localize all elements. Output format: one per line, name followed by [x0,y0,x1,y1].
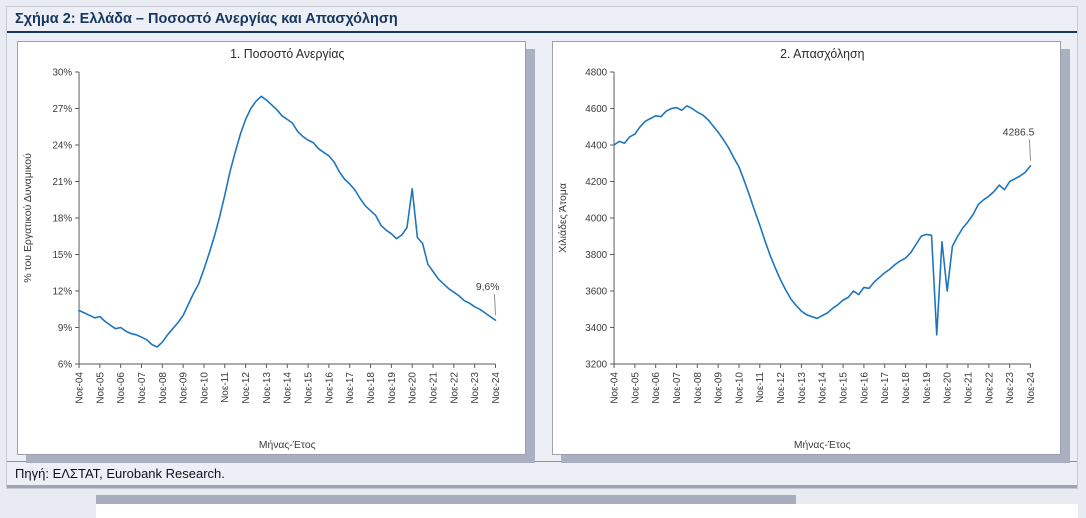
figure-title: Σχήμα 2: Ελλάδα – Ποσοστό Ανεργίας και Α… [7,7,1077,33]
svg-text:Νοε-08: Νοε-08 [158,372,169,404]
svg-text:3200: 3200 [585,359,607,370]
svg-text:Νοε-16: Νοε-16 [859,372,870,404]
svg-text:Νοε-15: Νοε-15 [304,372,315,404]
svg-text:30%: 30% [52,67,72,78]
svg-text:21%: 21% [52,177,72,188]
svg-text:Νοε-07: Νοε-07 [137,372,148,404]
svg-text:Νοε-13: Νοε-13 [797,372,808,404]
svg-text:Νοε-05: Νοε-05 [95,372,106,404]
svg-text:Νοε-12: Νοε-12 [241,372,252,404]
svg-text:Νοε-18: Νοε-18 [366,372,377,404]
unemployment-chart-card: 1. Ποσοστό Ανεργίας 6% 9% 12% 15% 18% 21% 24% 27… [17,41,526,455]
svg-text:18%: 18% [52,213,72,224]
svg-text:15%: 15% [52,250,72,261]
svg-text:Νοε-08: Νοε-08 [693,372,704,404]
svg-text:Νοε-07: Νοε-07 [672,372,683,404]
svg-text:4600: 4600 [585,104,607,115]
svg-text:4400: 4400 [585,140,607,151]
next-section-edge [96,495,1078,518]
svg-text:Νοε-16: Νοε-16 [324,372,335,404]
svg-text:Νοε-06: Νοε-06 [116,372,127,404]
svg-text:Νοε-18: Νοε-18 [901,372,912,404]
svg-text:Νοε-15: Νοε-15 [839,372,850,404]
unemployment-rate-chart: 1. Ποσοστό Ανεργίας 6% 9% 12% 15% 18% 21% 24% 27… [22,47,502,451]
svg-text:Νοε-10: Νοε-10 [734,372,745,404]
svg-text:Νοε-20: Νοε-20 [943,372,954,404]
svg-text:Νοε-22: Νοε-22 [984,372,995,404]
next-card-top [96,504,1078,518]
svg-text:4200: 4200 [585,177,607,188]
svg-text:2. Απασχόληση: 2. Απασχόληση [780,47,864,61]
employment-chart: 2. Απασχόληση 3200 3400 3600 3800 4000 4200 440… [557,47,1037,451]
svg-text:Νοε-10: Νοε-10 [199,372,210,404]
svg-text:4000: 4000 [585,213,607,224]
svg-text:Νοε-09: Νοε-09 [714,372,725,404]
svg-text:Νοε-04: Νοε-04 [75,372,86,404]
svg-text:Νοε-23: Νοε-23 [1005,372,1016,404]
svg-text:Νοε-13: Νοε-13 [262,372,273,404]
shadow-strip [96,495,796,504]
svg-text:12%: 12% [52,286,72,297]
svg-text:Νοε-17: Νοε-17 [880,372,891,404]
svg-text:Μήνας-Έτος: Μήνας-Έτος [259,439,316,451]
svg-text:3600: 3600 [585,286,607,297]
svg-text:Νοε-17: Νοε-17 [345,372,356,404]
svg-text:4800: 4800 [585,67,607,78]
svg-text:Νοε-11: Νοε-11 [220,372,231,403]
svg-text:Νοε-20: Νοε-20 [408,372,419,404]
svg-text:Νοε-21: Νοε-21 [429,372,440,404]
svg-text:Μήνας-Έτος: Μήνας-Έτος [794,439,851,451]
svg-text:1. Ποσοστό Ανεργίας: 1. Ποσοστό Ανεργίας [230,47,344,61]
svg-text:27%: 27% [52,104,72,115]
svg-text:Νοε-19: Νοε-19 [387,372,398,404]
svg-text:Νοε-09: Νοε-09 [179,372,190,404]
svg-text:Νοε-05: Νοε-05 [630,372,641,404]
source-note: Πηγή: ΕΛΣΤΑΤ, Eurobank Research. [7,461,1077,488]
svg-text:Νοε-24: Νοε-24 [491,372,502,404]
svg-text:24%: 24% [52,140,72,151]
svg-text:9%: 9% [58,323,72,334]
svg-text:Νοε-24: Νοε-24 [1026,372,1037,404]
svg-text:Νοε-04: Νοε-04 [610,372,621,404]
svg-text:9,6%: 9,6% [476,282,500,293]
svg-text:Νοε-19: Νοε-19 [922,372,933,404]
svg-text:3400: 3400 [585,323,607,334]
svg-text:% του Εργατικού Δυναμικού: % του Εργατικού Δυναμικού [22,153,34,283]
svg-text:Νοε-22: Νοε-22 [449,372,460,404]
svg-text:4286.5: 4286.5 [1003,128,1035,139]
svg-text:Νοε-23: Νοε-23 [470,372,481,404]
charts-row: 1. Ποσοστό Ανεργίας 6% 9% 12% 15% 18% 21% 24% 27… [7,33,1077,461]
figure-2-container: Σχήμα 2: Ελλάδα – Ποσοστό Ανεργίας και Α… [6,6,1078,489]
svg-text:Νοε-06: Νοε-06 [651,372,662,404]
svg-text:Νοε-11: Νοε-11 [755,372,766,403]
svg-text:Νοε-14: Νοε-14 [818,372,829,404]
svg-text:Νοε-12: Νοε-12 [776,372,787,404]
svg-text:Νοε-21: Νοε-21 [964,372,975,404]
svg-text:Χιλιάδες Άτομα: Χιλιάδες Άτομα [557,183,569,253]
svg-text:Νοε-14: Νοε-14 [283,372,294,404]
svg-text:3800: 3800 [585,250,607,261]
svg-text:6%: 6% [58,359,72,370]
employment-chart-card: 2. Απασχόληση 3200 3400 3600 3800 4000 4200 440… [552,41,1061,455]
